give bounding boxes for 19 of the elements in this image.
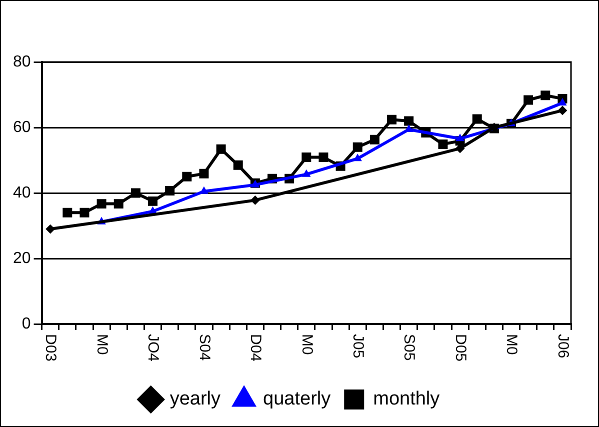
y-tick-label: 0 xyxy=(22,315,31,332)
x-tick-label: M0 xyxy=(503,334,520,355)
x-tick-label: J06 xyxy=(554,334,572,358)
x-tick-label: S04 xyxy=(196,334,213,361)
x-tick-label: D05 xyxy=(452,334,469,362)
legend-label: monthly xyxy=(373,388,440,410)
x-tick-label: D03 xyxy=(42,334,60,362)
x-tick-label: M0 xyxy=(298,334,316,355)
legend-label: yearly xyxy=(170,388,222,410)
x-tick-label: D04 xyxy=(247,334,264,362)
x-tick-label: JO4 xyxy=(144,334,162,362)
y-tick-label: 80 xyxy=(13,53,31,70)
x-tick-label: J05 xyxy=(349,334,366,358)
x-tick-label: M0 xyxy=(93,334,110,355)
legend-label: quaterly xyxy=(263,388,332,410)
y-tick-label: 20 xyxy=(13,250,31,267)
x-tick-label: S05 xyxy=(400,334,418,361)
y-tick-label: 60 xyxy=(13,118,31,136)
y-tick-label: 40 xyxy=(13,184,31,202)
